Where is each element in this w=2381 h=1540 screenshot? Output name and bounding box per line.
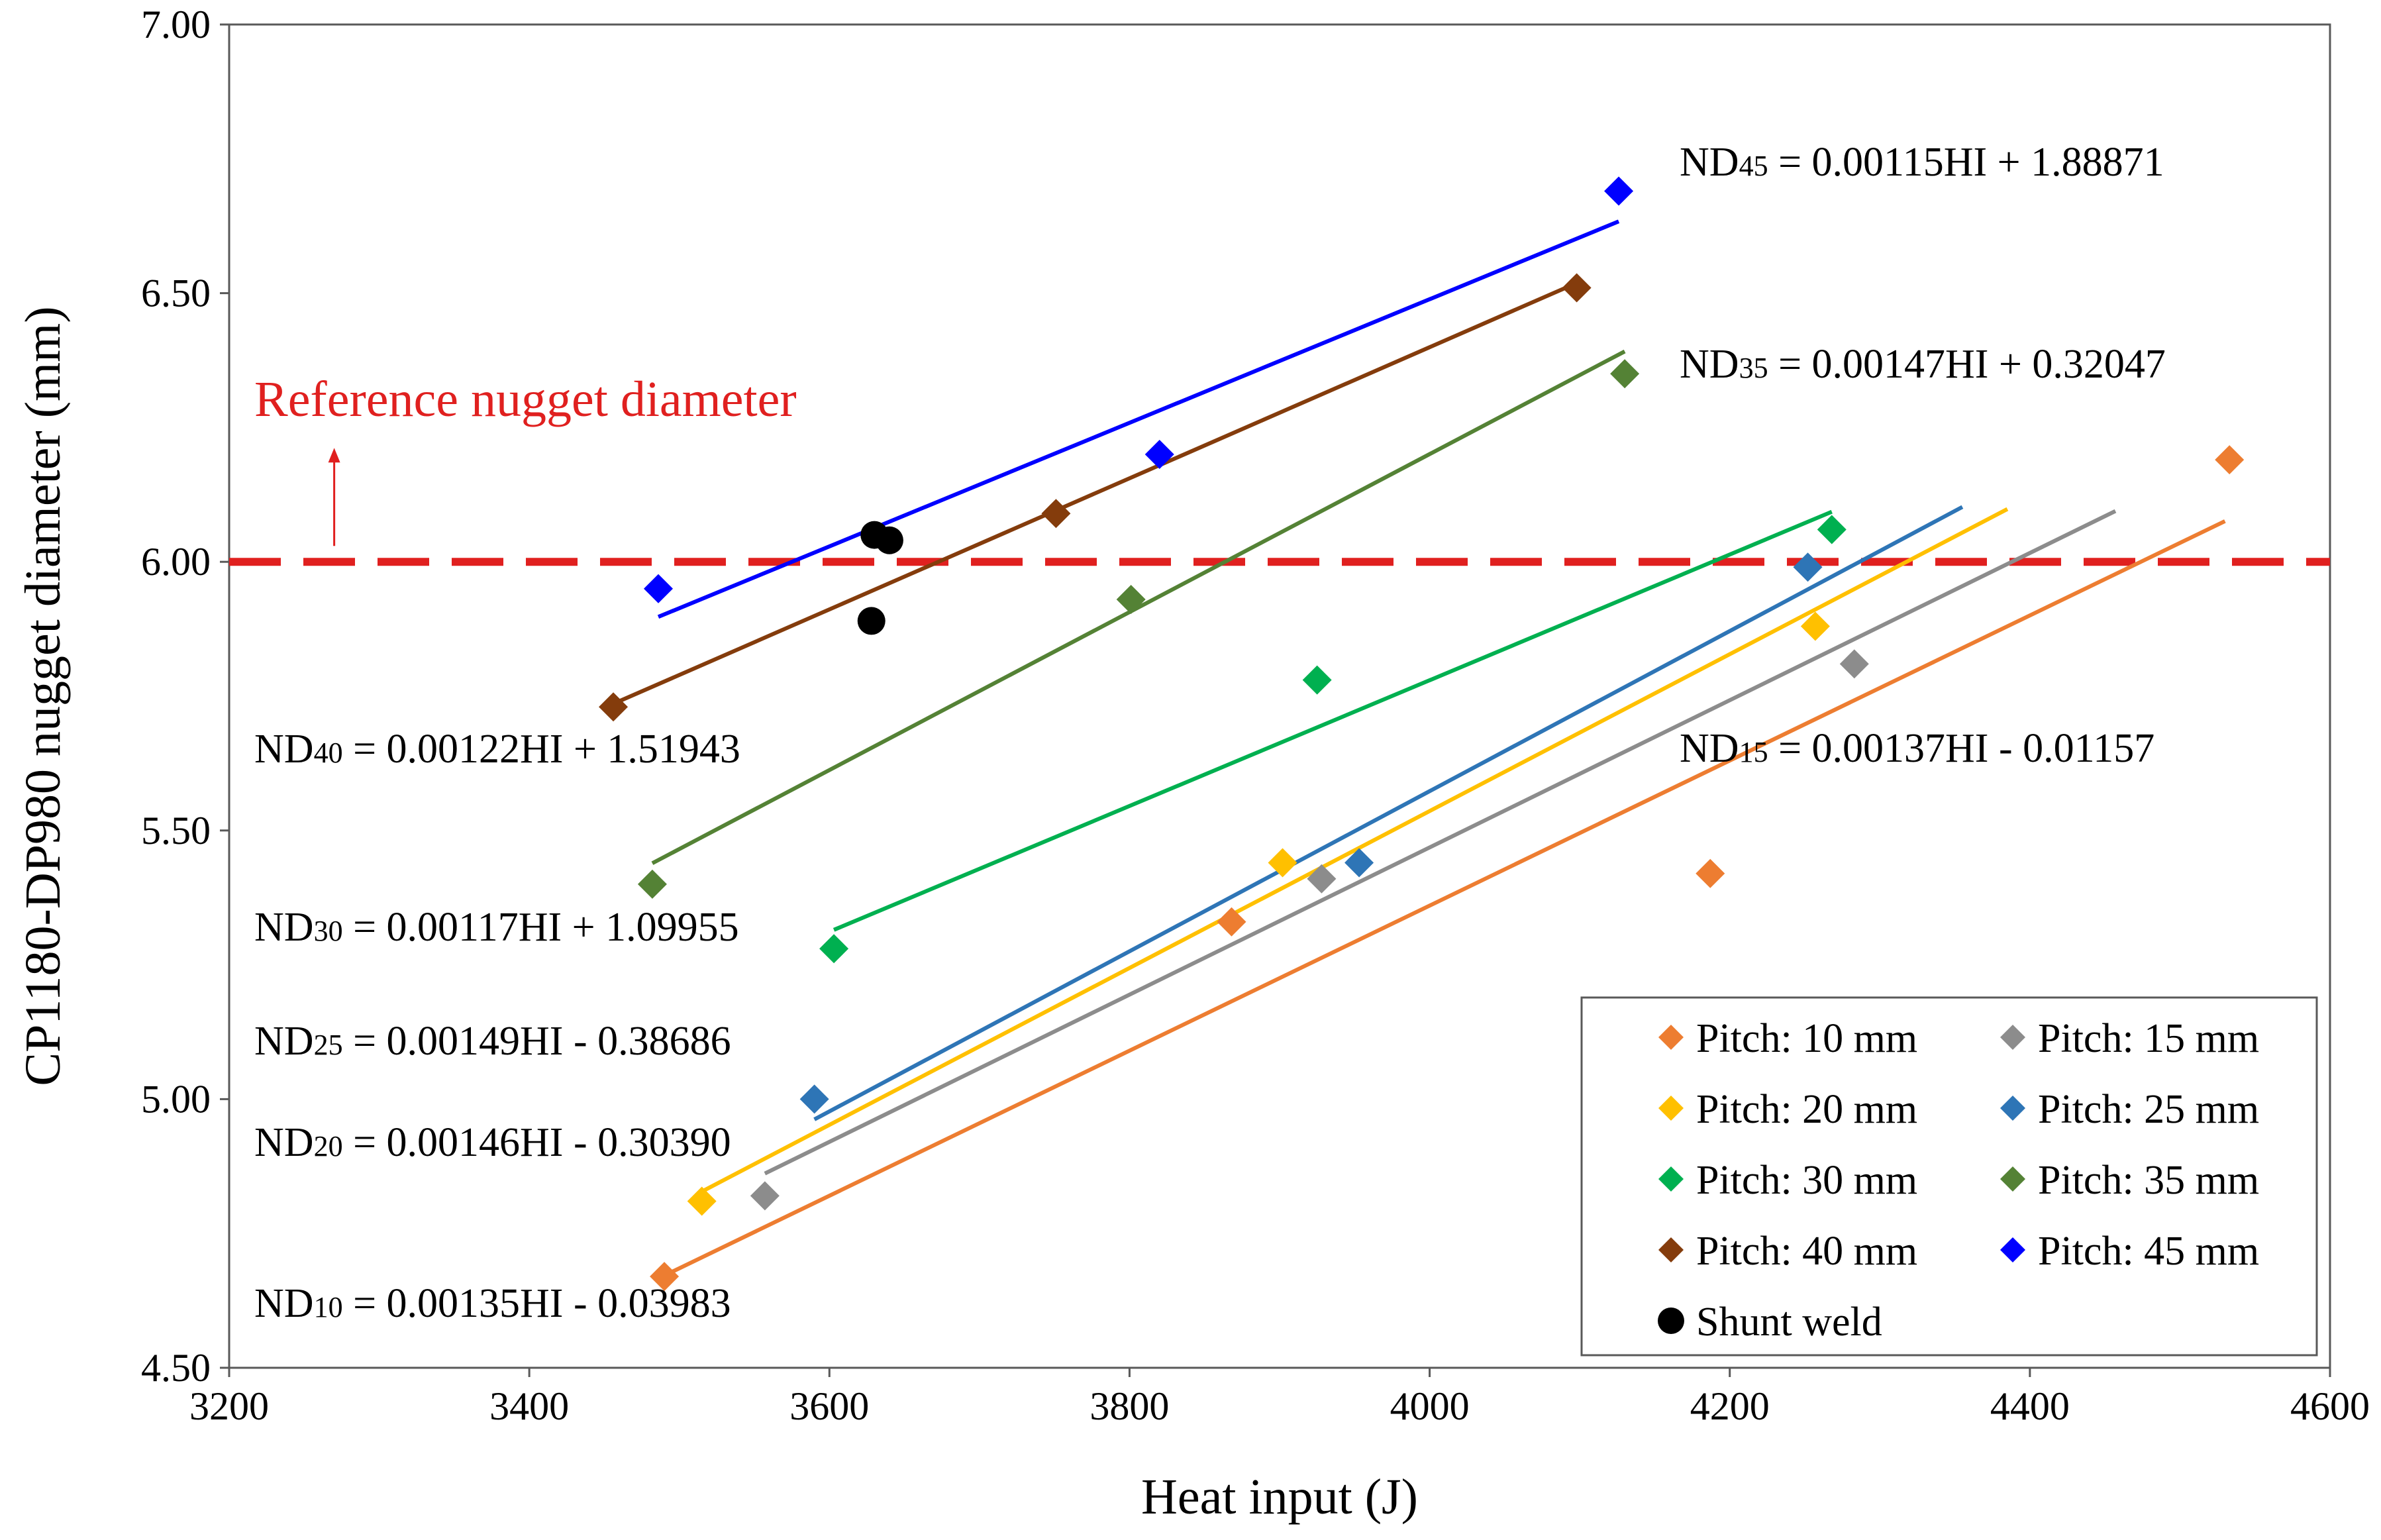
equation-label: ND45 = 0.00115HI + 1.88871 [1680,140,2164,185]
equation-label: ND35 = 0.00147HI + 0.32047 [1680,342,2166,387]
x-tick-label: 3200 [189,1384,269,1428]
trendline-series-3 [813,505,1964,1121]
data-point-series-2 [687,1186,717,1216]
legend-label: Shunt weld [1696,1300,1882,1345]
trendline-series-1 [764,509,2117,1176]
y-tick-label: 5.50 [141,809,211,852]
trendline-series-0 [663,519,2226,1278]
data-point-series-2 [1268,848,1297,878]
data-point-series-3 [1344,848,1374,878]
equation-label: ND40 = 0.00122HI + 1.51943 [254,727,740,772]
x-tick-label: 3600 [789,1384,869,1428]
reference-layer: Reference nugget diameter [229,372,2330,566]
trendline-series-6 [612,281,1578,706]
data-point-series-7 [643,574,673,603]
data-point-series-5 [637,869,667,899]
data-point-series-1 [750,1181,780,1211]
data-point-series-0 [650,1262,680,1292]
data-point-series-0 [1696,858,1725,888]
y-tick-label: 4.50 [141,1346,211,1390]
legend-label: Pitch: 15 mm [2038,1016,2259,1061]
y-tick-label: 6.50 [141,272,211,315]
legend-marker [1658,1237,1684,1262]
trendline-series-4 [833,509,1833,932]
data-point-series-5 [1116,584,1146,614]
data-point-series-4 [1302,665,1332,695]
legend-marker [1658,1025,1684,1050]
data-point-shunt-weld [875,526,903,554]
data-point-shunt-weld [857,607,886,635]
data-point-series-5 [1610,359,1640,389]
legend-items: Pitch: 10 mm Pitch: 15 mm Pitch: 20 mm Pitc… [1658,1016,2259,1345]
equation-label: ND30 = 0.00117HI + 1.09955 [254,905,739,950]
tick-layer: 3200 3400 3600 3800 4000 4200 4400 4600 4.50 5.00… [141,3,2370,1428]
legend-marker [2000,1025,2025,1050]
data-point-series-4 [819,934,849,964]
legend: Pitch: 10 mm Pitch: 15 mm Pitch: 20 mm Pitc… [1580,996,2318,1357]
x-tick-label: 4400 [1990,1384,2070,1428]
data-point-series-6 [1041,499,1071,529]
x-tick-label: 4600 [2290,1384,2370,1428]
y-tick-label: 5.00 [141,1077,211,1121]
data-point-series-6 [1562,273,1592,303]
data-point-series-7 [1144,439,1174,469]
data-point-series-2 [1800,611,1830,641]
equation-layer: ND10 = 0.00135HI - 0.03983 ND15 = 0.00137… [254,140,2166,1326]
data-point-series-7 [1604,176,1634,206]
trendline-layer [612,219,2226,1278]
x-tick-label: 3800 [1089,1384,1169,1428]
legend-marker [1658,1096,1684,1121]
points-layer [599,176,2245,1292]
y-tick-label: 6.00 [141,540,211,584]
legend-box [1580,996,2318,1357]
equation-label: ND20 = 0.00146HI - 0.30390 [254,1120,731,1165]
legend-marker [1658,1308,1684,1334]
trendline-series-5 [651,349,1626,865]
equation-label: ND25 = 0.00149HI - 0.38686 [254,1019,731,1064]
trendline-series-2 [701,507,2009,1194]
equation-label: ND15 = 0.00137HI - 0.01157 [1680,726,2154,771]
data-point-series-0 [1217,907,1246,937]
x-tick-label: 3400 [489,1384,569,1428]
legend-label: Pitch: 10 mm [1696,1016,1917,1061]
legend-label: Pitch: 45 mm [2038,1229,2259,1274]
y-axis-label: CP1180-DP980 nugget diameter (mm) [15,306,71,1086]
x-tick-label: 4000 [1390,1384,1470,1428]
legend-marker [2000,1096,2025,1121]
data-point-series-6 [599,692,629,722]
y-tick-label: 7.00 [141,3,211,46]
legend-label: Pitch: 25 mm [2038,1087,2259,1132]
equation-label: ND10 = 0.00135HI - 0.03983 [254,1281,731,1326]
trendline-series-7 [657,219,1620,619]
data-point-series-1 [1839,649,1869,679]
data-point-series-0 [2215,445,2245,475]
data-point-series-3 [799,1084,829,1114]
legend-label: Pitch: 20 mm [1696,1087,1917,1132]
legend-label: Pitch: 40 mm [1696,1229,1917,1274]
legend-marker [2000,1237,2025,1262]
legend-marker [1658,1166,1684,1192]
reference-label: Reference nugget diameter [254,372,797,427]
legend-marker [2000,1166,2025,1192]
reference-arrow-head [328,448,340,463]
legend-label: Pitch: 35 mm [2038,1158,2259,1203]
data-point-series-1 [1307,864,1337,894]
data-point-series-4 [1817,515,1847,544]
x-tick-label: 4200 [1690,1384,1770,1428]
x-axis-label: Heat input (J) [1141,1469,1418,1525]
data-point-series-3 [1793,552,1823,582]
legend-label: Pitch: 30 mm [1696,1158,1917,1203]
